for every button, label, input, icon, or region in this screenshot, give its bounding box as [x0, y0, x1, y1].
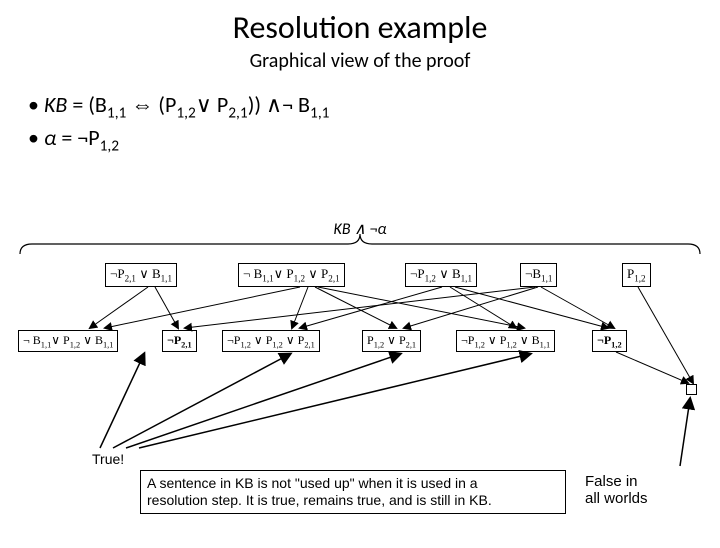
- bullet-kb: KB = (B1,1 ⇔ (P1,2∨ P2,1)) ∧¬ B1,1: [28, 91, 720, 122]
- clause-r1-4: P1,2: [622, 263, 651, 287]
- clause-r1-1: ¬ B1,1∨ P1,2 ∨ P2,1: [238, 263, 345, 287]
- note-line-1: A sentence in KB is not "used up" when i…: [147, 475, 478, 491]
- bullet-alpha: α = ¬P1,2: [28, 124, 720, 155]
- true-label: True!: [92, 451, 124, 467]
- clause-r2-0: ¬ B1,1∨ P1,2 ∨ B1,1: [18, 330, 118, 352]
- brace-label: KB ∧ ¬α: [334, 219, 387, 239]
- clause-r1-0: ¬P2,1 ∨ B1,1: [105, 263, 177, 287]
- false-label: False inall worlds: [585, 473, 648, 508]
- note-box: A sentence in KB is not "used up" when i…: [140, 470, 566, 514]
- clause-r2-3: P1,2 ∨ P2,1: [362, 330, 421, 352]
- empty-clause-box: [686, 384, 697, 395]
- clause-r2-5: ¬P1,2: [592, 330, 627, 352]
- note-line-2: resolution step. It is true, remains tru…: [147, 492, 492, 508]
- clause-r1-2: ¬P1,2 ∨ B1,1: [405, 263, 477, 287]
- page-title: Resolution example: [0, 8, 720, 47]
- clause-r2-2: ¬P1,2 ∨ P1,2 ∨ P2,1: [222, 330, 320, 352]
- clause-r2-4: ¬P1,2 ∨ P1,2 ∨ B1,1: [456, 330, 555, 352]
- bullet-list: KB = (B1,1 ⇔ (P1,2∨ P2,1)) ∧¬ B1,1 α = ¬…: [28, 91, 720, 156]
- clause-r1-3: ¬B1,1: [520, 263, 557, 287]
- clause-r2-1: ¬P2,1: [162, 330, 197, 352]
- page-subtitle: Graphical view of the proof: [0, 49, 720, 73]
